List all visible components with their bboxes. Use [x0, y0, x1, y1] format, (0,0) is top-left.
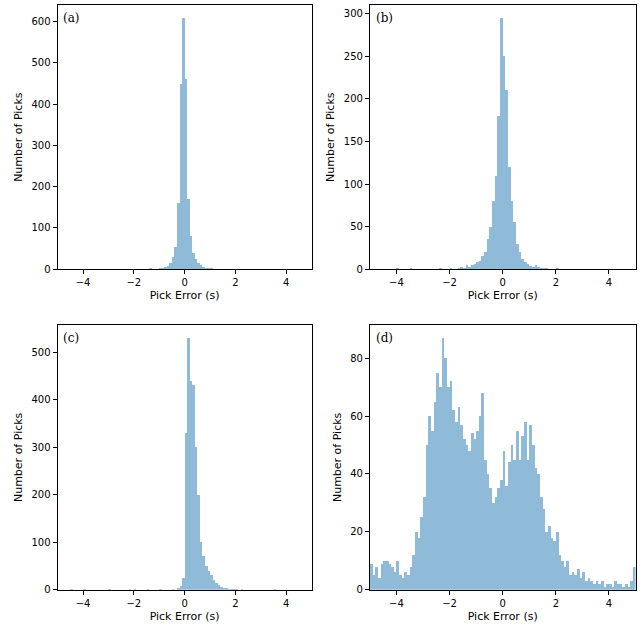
svg-text:−4: −4 [389, 598, 404, 609]
svg-text:400: 400 [32, 99, 51, 110]
svg-text:Number of Picks: Number of Picks [12, 412, 25, 502]
svg-text:200: 200 [32, 489, 51, 500]
svg-text:2: 2 [232, 277, 238, 288]
svg-text:Number of Picks: Number of Picks [12, 92, 25, 182]
svg-text:40: 40 [350, 468, 363, 479]
svg-text:300: 300 [32, 442, 51, 453]
svg-text:20: 20 [350, 526, 363, 537]
svg-text:(d): (d) [376, 331, 393, 345]
svg-text:−4: −4 [76, 598, 91, 609]
svg-text:80: 80 [350, 353, 363, 364]
svg-text:Pick Error (s): Pick Error (s) [150, 289, 220, 302]
svg-text:−4: −4 [389, 277, 404, 288]
svg-text:150: 150 [344, 136, 363, 147]
svg-text:0: 0 [357, 264, 363, 275]
svg-text:50: 50 [350, 221, 363, 232]
svg-text:0: 0 [44, 584, 50, 595]
svg-text:−2: −2 [442, 598, 457, 609]
svg-text:100: 100 [32, 537, 51, 548]
svg-text:400: 400 [32, 394, 51, 405]
svg-text:0: 0 [181, 277, 187, 288]
svg-text:0: 0 [357, 584, 363, 595]
svg-text:100: 100 [32, 222, 51, 233]
svg-text:−2: −2 [126, 598, 141, 609]
svg-text:2: 2 [553, 277, 559, 288]
svg-text:−4: −4 [76, 277, 91, 288]
svg-text:60: 60 [350, 411, 363, 422]
svg-text:(b): (b) [376, 11, 393, 25]
svg-text:250: 250 [344, 51, 363, 62]
svg-text:0: 0 [500, 277, 506, 288]
svg-text:200: 200 [344, 93, 363, 104]
svg-text:600: 600 [32, 16, 51, 27]
svg-text:Number of Picks: Number of Picks [324, 92, 337, 182]
svg-text:(c): (c) [63, 331, 79, 345]
svg-text:4: 4 [606, 277, 612, 288]
svg-text:Pick Error (s): Pick Error (s) [468, 610, 538, 623]
svg-text:2: 2 [553, 598, 559, 609]
svg-text:−2: −2 [442, 277, 457, 288]
svg-text:100: 100 [344, 179, 363, 190]
svg-text:2: 2 [232, 598, 238, 609]
svg-text:(a): (a) [63, 11, 80, 25]
svg-text:Pick Error (s): Pick Error (s) [468, 289, 538, 302]
svg-text:500: 500 [32, 57, 51, 68]
svg-text:0: 0 [44, 264, 50, 275]
svg-text:200: 200 [32, 181, 51, 192]
svg-text:0: 0 [181, 598, 187, 609]
svg-text:Pick Error (s): Pick Error (s) [150, 610, 220, 623]
svg-text:300: 300 [32, 140, 51, 151]
svg-text:4: 4 [283, 277, 289, 288]
svg-text:300: 300 [344, 8, 363, 19]
svg-text:500: 500 [32, 347, 51, 358]
svg-text:4: 4 [606, 598, 612, 609]
svg-text:−2: −2 [126, 277, 141, 288]
svg-text:4: 4 [283, 598, 289, 609]
svg-text:0: 0 [500, 598, 506, 609]
svg-text:Number of Picks: Number of Picks [331, 412, 344, 502]
